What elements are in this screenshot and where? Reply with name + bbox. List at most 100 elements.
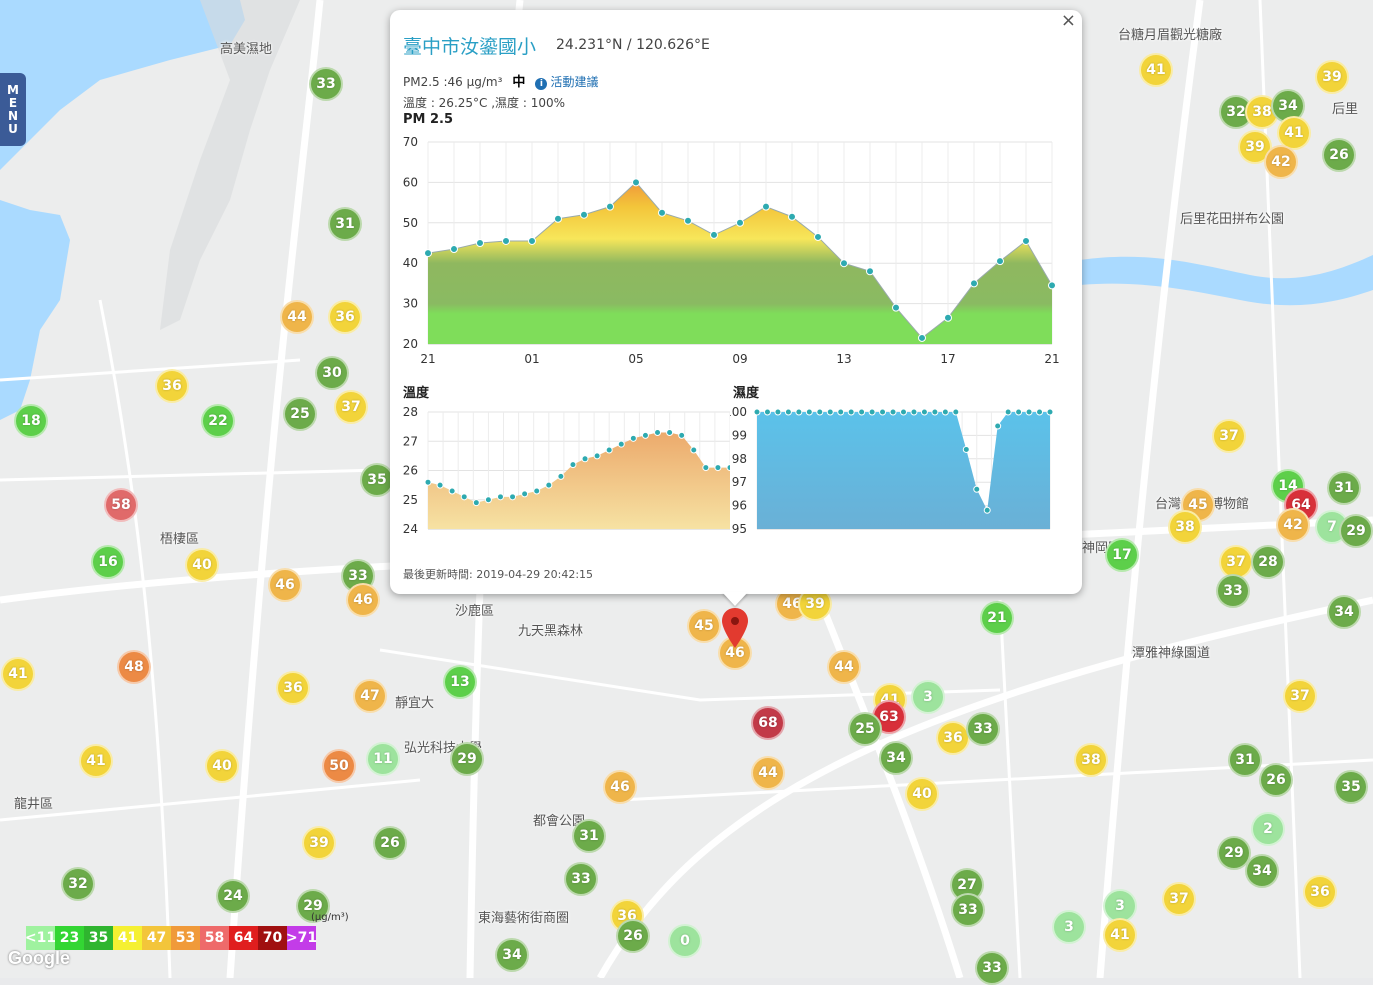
station-marker[interactable]: 48 <box>117 650 151 684</box>
data-point <box>973 485 981 493</box>
y-tick-label: 30 <box>403 297 418 311</box>
station-marker[interactable]: 36 <box>155 369 189 403</box>
station-marker[interactable]: 26 <box>373 826 407 860</box>
station-marker[interactable]: 31 <box>328 207 362 241</box>
station-marker[interactable]: 46 <box>268 568 302 602</box>
station-marker[interactable]: 41 <box>873 683 907 717</box>
map-place-label: 潭雅神綠園道 <box>1132 646 1211 661</box>
station-marker[interactable]: 3 <box>911 680 945 714</box>
station-marker[interactable]: 37 <box>1212 419 1246 453</box>
station-marker[interactable]: 58 <box>104 488 138 522</box>
data-point <box>605 446 613 454</box>
station-marker[interactable]: 37 <box>334 390 368 424</box>
station-marker[interactable]: 45 <box>687 609 721 643</box>
info-icon[interactable]: i <box>535 78 548 90</box>
station-marker[interactable]: 25 <box>848 712 882 746</box>
selected-location-pin-icon[interactable] <box>722 608 748 648</box>
station-marker[interactable]: 18 <box>14 404 48 438</box>
station-marker[interactable]: 21 <box>980 601 1014 635</box>
station-marker[interactable]: 33 <box>309 67 343 101</box>
station-marker[interactable]: 11 <box>366 742 400 776</box>
data-point <box>424 478 432 486</box>
map-place-label: 后里花田拼布公園 <box>1180 212 1285 227</box>
menu-tab[interactable]: M E N U <box>0 73 26 146</box>
station-marker[interactable]: 33 <box>564 862 598 896</box>
station-marker[interactable]: 36 <box>1303 875 1337 909</box>
data-point <box>484 496 492 504</box>
station-marker[interactable]: 42 <box>1276 508 1310 542</box>
station-marker[interactable]: 28 <box>1251 545 1285 579</box>
station-marker[interactable]: 26 <box>1259 763 1293 797</box>
station-name[interactable]: 臺中市汝鎏國小 <box>403 36 537 58</box>
station-marker[interactable]: 41 <box>1103 918 1137 952</box>
station-marker[interactable]: 16 <box>91 545 125 579</box>
station-marker[interactable]: 38 <box>1168 510 1202 544</box>
station-marker[interactable]: 3 <box>1052 910 1086 944</box>
station-marker[interactable]: 34 <box>879 741 913 775</box>
station-marker[interactable]: 34 <box>495 938 529 972</box>
station-marker[interactable]: 33 <box>1216 574 1250 608</box>
x-tick-label: 13 <box>836 352 851 366</box>
station-marker[interactable]: 34 <box>1245 854 1279 888</box>
station-marker[interactable]: 35 <box>1334 770 1368 804</box>
station-marker[interactable]: 24 <box>216 879 250 913</box>
station-marker[interactable]: 44 <box>280 300 314 334</box>
station-marker[interactable]: 33 <box>951 893 985 927</box>
station-marker[interactable]: 38 <box>1074 743 1108 777</box>
station-marker[interactable]: 40 <box>905 777 939 811</box>
legend-unit: (μg/m³) <box>311 912 349 923</box>
station-marker[interactable]: 29 <box>450 742 484 776</box>
data-point <box>1036 408 1044 416</box>
station-marker[interactable]: 68 <box>751 706 785 740</box>
station-marker[interactable]: 30 <box>315 356 349 390</box>
station-marker[interactable]: 36 <box>276 671 310 705</box>
station-marker[interactable]: 44 <box>751 756 785 790</box>
station-marker[interactable]: 40 <box>205 749 239 783</box>
data-point <box>847 408 855 416</box>
station-marker[interactable]: 31 <box>1228 743 1262 777</box>
station-marker[interactable]: 39 <box>1315 60 1349 94</box>
station-marker[interactable]: 41 <box>1277 116 1311 150</box>
station-marker[interactable]: 34 <box>1327 595 1361 629</box>
station-marker[interactable]: 29 <box>1339 514 1373 548</box>
station-marker[interactable]: 33 <box>975 951 1009 985</box>
station-marker[interactable]: 31 <box>572 819 606 853</box>
activity-advice-link[interactable]: 活動建議 <box>550 75 599 89</box>
station-marker[interactable]: 46 <box>346 583 380 617</box>
station-marker[interactable]: 35 <box>360 463 394 497</box>
data-point <box>632 178 640 187</box>
station-marker[interactable]: 17 <box>1105 538 1139 572</box>
station-marker[interactable]: 37 <box>1162 882 1196 916</box>
station-marker[interactable]: 44 <box>827 650 861 684</box>
station-marker[interactable]: 36 <box>328 300 362 334</box>
station-marker[interactable]: 26 <box>616 919 650 953</box>
data-point <box>970 279 978 288</box>
station-marker[interactable]: 0 <box>668 924 702 958</box>
data-point <box>726 464 730 472</box>
station-marker[interactable]: 40 <box>185 548 219 582</box>
station-marker[interactable]: 32 <box>61 867 95 901</box>
station-marker[interactable]: 33 <box>966 712 1000 746</box>
station-marker[interactable]: 42 <box>1264 145 1298 179</box>
legend-cell: 58 <box>200 926 229 950</box>
station-marker[interactable]: 31 <box>1327 471 1361 505</box>
station-marker[interactable]: 2 <box>1251 812 1285 846</box>
station-marker[interactable]: 29 <box>296 889 330 923</box>
station-marker[interactable]: 41 <box>1139 53 1173 87</box>
station-marker[interactable]: 47 <box>353 679 387 713</box>
station-marker[interactable]: 37 <box>1283 679 1317 713</box>
station-marker[interactable]: 41 <box>79 744 113 778</box>
station-marker[interactable]: 50 <box>322 749 356 783</box>
station-marker[interactable]: 46 <box>603 770 637 804</box>
station-marker[interactable]: 26 <box>1322 138 1356 172</box>
station-marker[interactable]: 41 <box>1 657 35 691</box>
station-marker[interactable]: 13 <box>443 665 477 699</box>
close-icon[interactable]: × <box>1060 10 1076 31</box>
map-place-label: 靜宜大 <box>395 696 435 711</box>
station-marker[interactable]: 39 <box>302 826 336 860</box>
data-point <box>736 218 744 227</box>
station-marker[interactable]: 22 <box>201 404 235 438</box>
station-marker[interactable]: 36 <box>936 721 970 755</box>
station-marker[interactable]: 25 <box>283 397 317 431</box>
data-point <box>557 472 565 480</box>
